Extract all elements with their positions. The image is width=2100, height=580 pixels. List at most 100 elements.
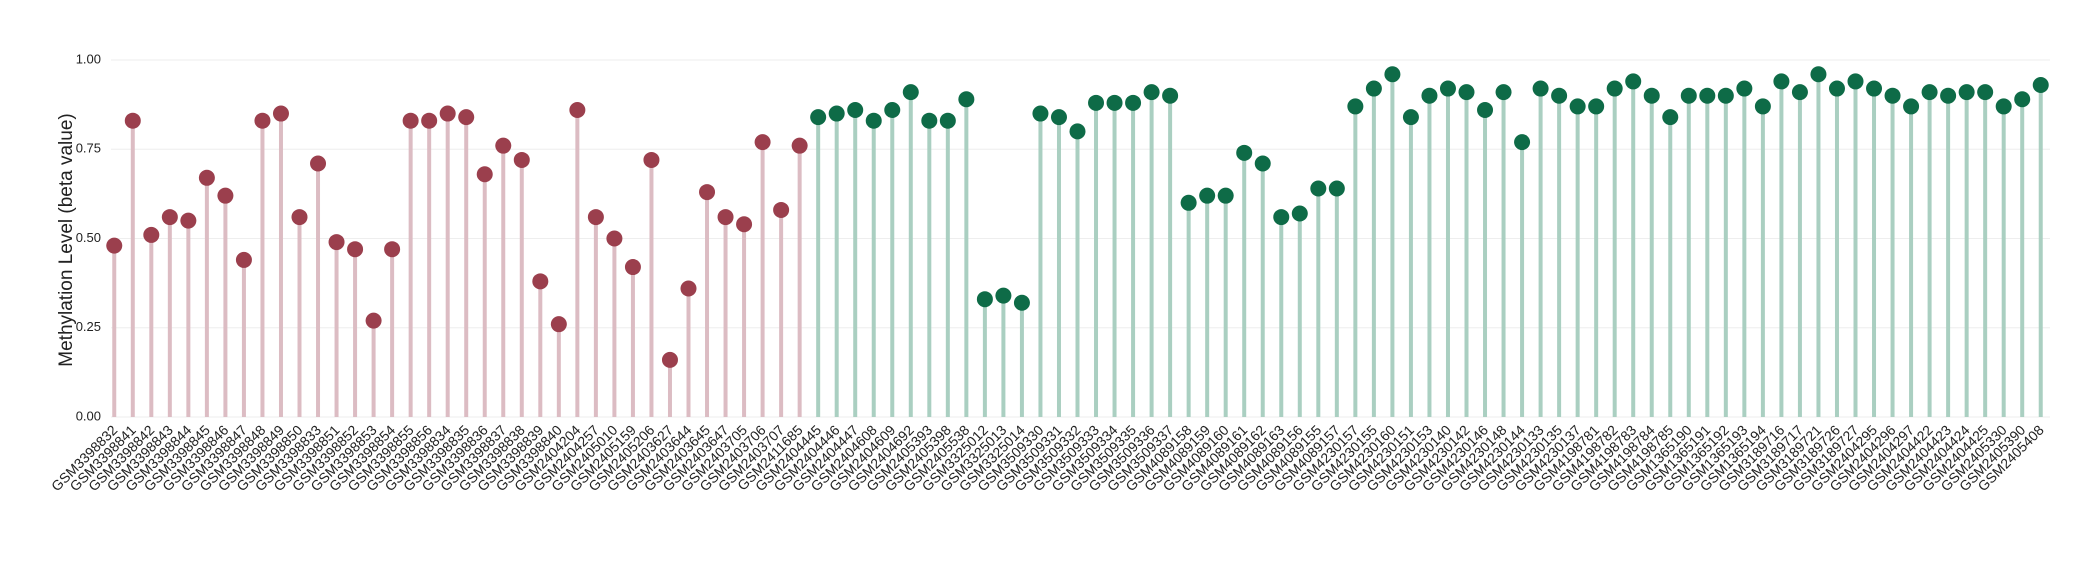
dot <box>1921 84 1938 101</box>
dot <box>1884 87 1901 104</box>
dot <box>161 209 178 226</box>
dot <box>1477 101 1494 118</box>
dot <box>1532 80 1549 97</box>
dot <box>606 230 623 247</box>
dot <box>884 101 901 118</box>
dot <box>1328 180 1345 197</box>
dot <box>976 291 993 308</box>
dot <box>1365 80 1382 97</box>
dot <box>2014 91 2031 108</box>
dot <box>272 105 289 122</box>
dot <box>310 155 327 172</box>
dot <box>1088 94 1105 111</box>
dot <box>328 234 345 251</box>
dot <box>699 184 716 201</box>
dot <box>773 201 790 218</box>
dot <box>1977 84 1994 101</box>
y-tick-label: 0.25 <box>76 319 101 334</box>
dot <box>402 112 419 129</box>
dot <box>1940 87 1957 104</box>
dot <box>439 105 456 122</box>
dot <box>180 212 197 229</box>
dot <box>550 316 567 333</box>
dot <box>1736 80 1753 97</box>
dot <box>587 209 604 226</box>
dot <box>1458 84 1475 101</box>
dot <box>217 187 234 204</box>
dot <box>1551 87 1568 104</box>
dot <box>2032 76 2049 93</box>
dot <box>828 105 845 122</box>
dot <box>1310 180 1327 197</box>
dot <box>1143 84 1160 101</box>
dot <box>1254 155 1271 172</box>
dot <box>847 101 864 118</box>
dot <box>291 209 308 226</box>
dot <box>1680 87 1697 104</box>
dot <box>1847 73 1864 90</box>
dot <box>1569 98 1586 115</box>
dot <box>495 137 512 154</box>
dot <box>1050 109 1067 126</box>
dot <box>624 259 641 276</box>
dot <box>921 112 938 129</box>
dot <box>1125 94 1142 111</box>
y-axis-label: Methylation Level (beta value) <box>56 113 77 366</box>
dot <box>995 287 1012 304</box>
dot <box>1384 66 1401 83</box>
dot <box>532 273 549 290</box>
dot <box>1514 134 1531 151</box>
dot <box>384 241 401 258</box>
dot <box>235 251 252 268</box>
dot <box>1236 144 1253 161</box>
dot <box>198 169 215 186</box>
dot <box>1588 98 1605 115</box>
dot <box>1995 98 2012 115</box>
dot <box>1903 98 1920 115</box>
dot <box>1791 84 1808 101</box>
dot <box>365 312 382 329</box>
dot <box>810 109 827 126</box>
y-tick-label: 0.50 <box>76 230 101 245</box>
dot <box>680 280 697 297</box>
y-tick-label: 0.00 <box>76 408 101 423</box>
dot <box>1199 187 1216 204</box>
dot <box>1625 73 1642 90</box>
dot <box>791 137 808 154</box>
dot <box>1662 109 1679 126</box>
dot <box>1162 87 1179 104</box>
dot <box>717 209 734 226</box>
dot <box>1754 98 1771 115</box>
dot <box>1291 205 1308 222</box>
dot <box>1347 98 1364 115</box>
dot <box>958 91 975 108</box>
dot <box>1495 84 1512 101</box>
dot <box>865 112 882 129</box>
dot <box>1217 187 1234 204</box>
dot <box>1810 66 1827 83</box>
y-tick-label: 0.75 <box>76 141 101 156</box>
dot <box>902 84 919 101</box>
dot <box>1273 209 1290 226</box>
dot <box>1606 80 1623 97</box>
dot <box>124 112 141 129</box>
dot <box>939 112 956 129</box>
dot <box>1106 94 1123 111</box>
dot <box>643 151 660 168</box>
dot <box>1866 80 1883 97</box>
dot <box>569 101 586 118</box>
dot <box>661 351 678 368</box>
dot <box>1032 105 1049 122</box>
dot <box>513 151 530 168</box>
dot <box>458 109 475 126</box>
dot <box>1180 194 1197 211</box>
dot <box>1699 87 1716 104</box>
dot <box>1643 87 1660 104</box>
dot <box>347 241 364 258</box>
dot <box>476 166 493 183</box>
dot <box>754 134 771 151</box>
dot <box>1717 87 1734 104</box>
dot <box>421 112 438 129</box>
dot <box>1773 73 1790 90</box>
dot <box>1402 109 1419 126</box>
